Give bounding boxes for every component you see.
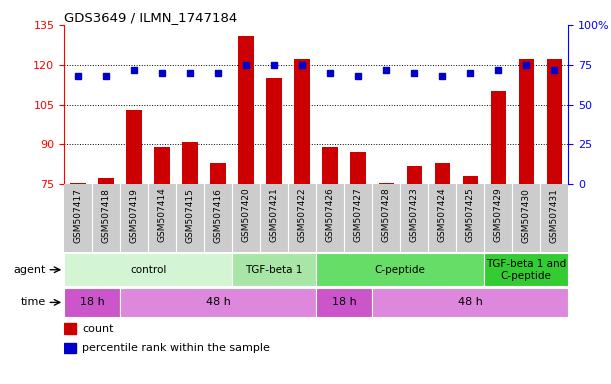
- Text: GSM507429: GSM507429: [494, 188, 503, 242]
- Bar: [210, 163, 226, 184]
- Text: GDS3649 / ILMN_1747184: GDS3649 / ILMN_1747184: [64, 11, 238, 24]
- Bar: [546, 60, 562, 184]
- Text: TGF-beta 1 and
C-peptide: TGF-beta 1 and C-peptide: [486, 259, 566, 281]
- Text: GSM507428: GSM507428: [382, 188, 390, 242]
- Text: GSM507418: GSM507418: [101, 188, 111, 243]
- Bar: [316, 288, 372, 317]
- Bar: [323, 147, 338, 184]
- Text: GSM507427: GSM507427: [354, 188, 363, 242]
- Bar: [70, 183, 86, 184]
- Bar: [372, 288, 568, 317]
- Bar: [434, 163, 450, 184]
- Bar: [378, 183, 394, 184]
- Text: GSM507424: GSM507424: [437, 188, 447, 242]
- Text: GSM507431: GSM507431: [550, 188, 558, 243]
- Bar: [238, 36, 254, 184]
- Bar: [120, 288, 316, 317]
- Text: C-peptide: C-peptide: [375, 265, 426, 275]
- Text: GSM507415: GSM507415: [186, 188, 195, 243]
- Text: GSM507430: GSM507430: [522, 188, 531, 243]
- Text: 48 h: 48 h: [206, 297, 230, 308]
- Bar: [295, 60, 310, 184]
- Text: 48 h: 48 h: [458, 297, 483, 308]
- Bar: [351, 152, 366, 184]
- Bar: [155, 147, 170, 184]
- Bar: [406, 166, 422, 184]
- Text: GSM507421: GSM507421: [269, 188, 279, 242]
- Bar: [64, 253, 232, 286]
- Text: GSM507425: GSM507425: [466, 188, 475, 242]
- Text: GSM507426: GSM507426: [326, 188, 335, 242]
- Text: agent: agent: [13, 265, 46, 275]
- Bar: [126, 110, 142, 184]
- Text: time: time: [21, 297, 46, 308]
- Text: GSM507422: GSM507422: [298, 188, 307, 242]
- Bar: [64, 343, 76, 353]
- Text: TGF-beta 1: TGF-beta 1: [246, 265, 303, 275]
- Bar: [266, 78, 282, 184]
- Bar: [64, 323, 76, 334]
- Text: percentile rank within the sample: percentile rank within the sample: [82, 343, 270, 353]
- Text: 18 h: 18 h: [80, 297, 104, 308]
- Text: GSM507416: GSM507416: [214, 188, 222, 243]
- Text: GSM507423: GSM507423: [410, 188, 419, 242]
- Bar: [183, 142, 198, 184]
- Text: GSM507420: GSM507420: [242, 188, 251, 242]
- Bar: [463, 176, 478, 184]
- Bar: [64, 288, 120, 317]
- Bar: [484, 253, 568, 286]
- Bar: [519, 60, 534, 184]
- Text: control: control: [130, 265, 166, 275]
- Text: GSM507419: GSM507419: [130, 188, 139, 243]
- Text: GSM507414: GSM507414: [158, 188, 167, 242]
- Bar: [98, 178, 114, 184]
- Text: count: count: [82, 324, 114, 334]
- Text: GSM507417: GSM507417: [74, 188, 82, 243]
- Bar: [316, 253, 484, 286]
- Bar: [232, 253, 316, 286]
- Text: 18 h: 18 h: [332, 297, 357, 308]
- Bar: [491, 91, 506, 184]
